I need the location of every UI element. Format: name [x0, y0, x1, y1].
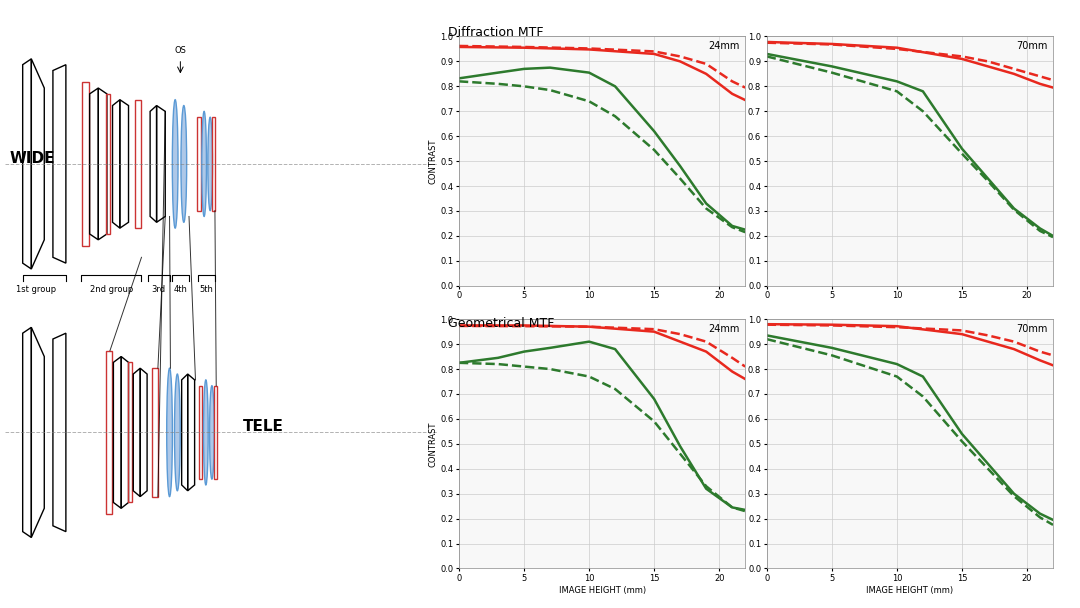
- Y-axis label: CONTRAST: CONTRAST: [429, 139, 437, 184]
- Bar: [135, 100, 141, 228]
- Y-axis label: CONTRAST: CONTRAST: [429, 421, 437, 466]
- Text: 1st group: 1st group: [15, 285, 56, 294]
- Text: TELE: TELE: [243, 419, 284, 434]
- Ellipse shape: [207, 117, 213, 210]
- Ellipse shape: [173, 100, 178, 228]
- Text: OS: OS: [175, 46, 186, 55]
- Text: Geometrical MTF: Geometrical MTF: [448, 317, 554, 330]
- X-axis label: IMAGE HEIGHT (mm): IMAGE HEIGHT (mm): [866, 586, 954, 595]
- Text: 70mm: 70mm: [1016, 41, 1048, 52]
- X-axis label: IMAGE HEIGHT (mm): IMAGE HEIGHT (mm): [558, 586, 646, 595]
- Text: 3rd: 3rd: [151, 285, 166, 294]
- Ellipse shape: [181, 106, 187, 223]
- Bar: [214, 385, 217, 479]
- Bar: [129, 362, 132, 502]
- Text: 70mm: 70mm: [1016, 324, 1048, 334]
- Bar: [107, 94, 110, 234]
- Text: 4th: 4th: [174, 285, 187, 294]
- Ellipse shape: [210, 385, 214, 479]
- Bar: [82, 82, 89, 246]
- Ellipse shape: [175, 374, 180, 491]
- Text: WIDE: WIDE: [10, 151, 55, 165]
- Ellipse shape: [202, 111, 206, 216]
- Bar: [198, 117, 201, 210]
- Text: 24mm: 24mm: [708, 324, 740, 334]
- Bar: [106, 351, 112, 514]
- Ellipse shape: [203, 380, 208, 485]
- Text: 2nd group: 2nd group: [90, 285, 133, 294]
- Bar: [212, 117, 215, 210]
- Text: 5th: 5th: [200, 285, 213, 294]
- Bar: [199, 385, 202, 479]
- Text: Diffraction MTF: Diffraction MTF: [448, 26, 543, 38]
- Ellipse shape: [166, 368, 173, 497]
- Bar: [151, 368, 158, 497]
- Text: 24mm: 24mm: [708, 41, 740, 52]
